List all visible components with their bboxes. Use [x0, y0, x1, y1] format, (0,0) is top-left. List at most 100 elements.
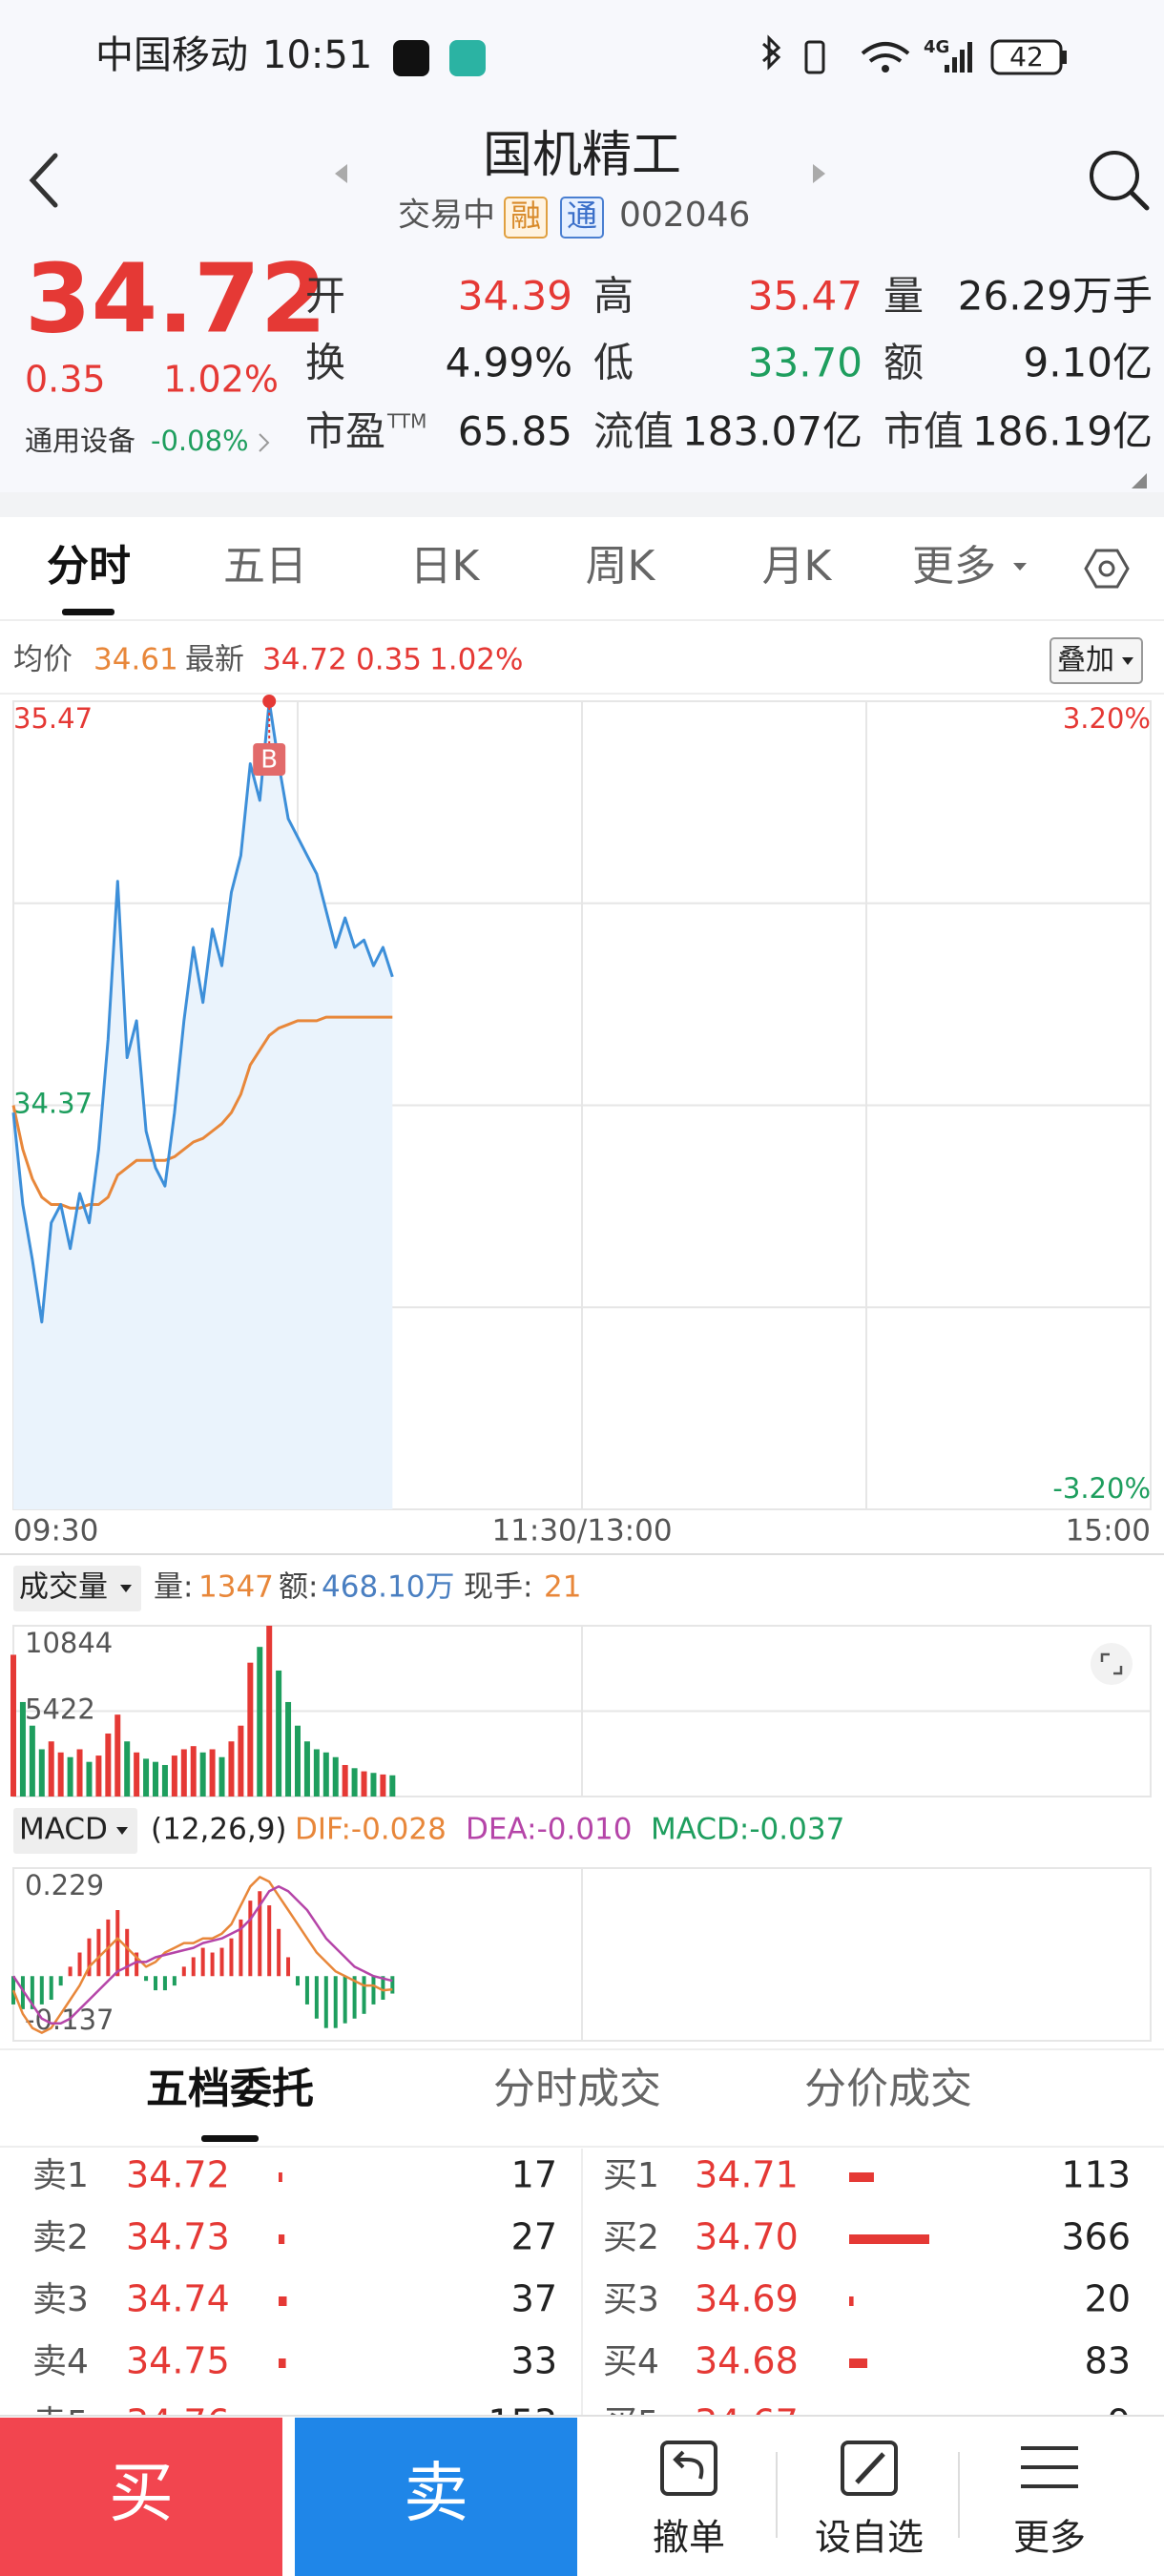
series-line: [11, 1885, 393, 2025]
macd-bar: [219, 1947, 224, 1977]
next-stock[interactable]: [813, 164, 825, 183]
order-price: 34.68: [695, 2340, 799, 2382]
sector-change: -0.08%: [151, 425, 249, 457]
action-label[interactable]: 更多: [1013, 2517, 1086, 2559]
volume-info-label: 额:: [279, 1570, 318, 1605]
price-area: [13, 701, 393, 1509]
macd-bar: [277, 1928, 281, 1977]
order-label: 买1: [603, 2156, 659, 2195]
clock: 10:51: [262, 33, 372, 77]
sell-label[interactable]: 卖: [404, 2457, 468, 2532]
action-label[interactable]: 撤单: [653, 2517, 725, 2559]
macd-button-box[interactable]: [13, 1808, 137, 1854]
expand-button[interactable]: [1091, 1643, 1133, 1685]
volume-bar: [322, 1752, 329, 1797]
action-label[interactable]: 设自选: [815, 2517, 924, 2559]
order-volume: 113: [1061, 2154, 1131, 2196]
volume-button-box[interactable]: [13, 1566, 141, 1611]
tab[interactable]: 周K: [586, 542, 656, 591]
order-price: 34.75: [126, 2340, 230, 2382]
tab[interactable]: 月K: [762, 542, 833, 591]
x-tick-label: 11:30/13:00: [491, 1514, 672, 1548]
macd-button[interactable]: MACD: [19, 1813, 108, 1847]
volume-bar: [361, 1771, 367, 1797]
stat-value: 183.07亿: [682, 408, 863, 455]
tab[interactable]: 日K: [410, 542, 481, 591]
order-price: 34.72: [126, 2154, 230, 2196]
volume-bar: [247, 1662, 254, 1797]
macd-bar: [144, 1976, 149, 1982]
tab[interactable]: 分时: [47, 542, 131, 591]
order-volume: 83: [1085, 2340, 1131, 2382]
y-tick-label: 35.47: [13, 702, 93, 735]
order-tab[interactable]: 五档委托: [146, 2065, 314, 2113]
expand-icon: [1100, 1652, 1123, 1675]
watch-icon[interactable]: [841, 2441, 898, 2496]
search-handle: [1129, 190, 1150, 211]
annotation-text: B: [260, 746, 278, 775]
legend-change: 0.35: [356, 643, 422, 677]
macd-bar: [258, 1891, 262, 1977]
macd-bar: [352, 1976, 357, 2019]
legend-avg-value: 34.61: [94, 643, 178, 677]
stat-value: 4.99%: [446, 340, 572, 386]
sector[interactable]: 通用设备: [25, 425, 135, 457]
order-label: 卖2: [32, 2218, 89, 2257]
volume-bar: [389, 1775, 396, 1797]
volume-button[interactable]: 成交量: [19, 1570, 108, 1605]
settings-dot: [1098, 560, 1115, 577]
price-change: 0.35: [25, 359, 106, 401]
signal-bar: [967, 42, 972, 73]
order-tab[interactable]: 分价成交: [804, 2065, 972, 2113]
order-volume-bar: [849, 2296, 854, 2306]
order-volume: 27: [511, 2216, 557, 2258]
sector-arrow: [259, 433, 270, 452]
back-button[interactable]: [29, 153, 58, 208]
tab[interactable]: 更多: [912, 542, 996, 591]
macd-bar: [239, 1919, 243, 1977]
wifi-icon: [861, 42, 910, 63]
search-button[interactable]: [1090, 151, 1139, 200]
signal-bar: [952, 57, 957, 73]
volume-bar: [313, 1749, 320, 1797]
volume-bar: [218, 1756, 225, 1797]
buy-label[interactable]: 买: [109, 2457, 174, 2532]
stat-value: 35.47: [748, 273, 863, 320]
volume-bar: [303, 1741, 310, 1797]
macd-info: (12,26,9): [151, 1813, 287, 1847]
macd-bar: [296, 1976, 300, 1986]
buy-button[interactable]: [0, 2418, 282, 2576]
volume-bar: [124, 1741, 131, 1797]
tab[interactable]: 五日: [223, 542, 307, 591]
signal-bar: [960, 50, 965, 73]
order-volume-bar: [279, 2172, 282, 2182]
overlay-caret: [1122, 657, 1133, 665]
volume-info-label: 现手:: [464, 1570, 532, 1605]
order-volume-bar: [849, 2234, 929, 2244]
order-tab[interactable]: 分时成交: [493, 2065, 661, 2113]
overlay-button[interactable]: 叠加: [1057, 644, 1114, 677]
macd-info: DEA:-0.010: [466, 1813, 633, 1847]
stat-value: 9.10亿: [1023, 340, 1153, 386]
stock-code: 002046: [619, 196, 750, 235]
order-label: 买3: [603, 2280, 659, 2319]
expand-corner[interactable]: [1132, 473, 1147, 488]
app-icon: [449, 40, 486, 76]
series-line: [11, 699, 394, 1324]
y-tick-label: 34.37: [13, 1088, 93, 1120]
macd-bar: [115, 1910, 120, 1977]
settings-button[interactable]: [1084, 549, 1130, 589]
overlay-button-box[interactable]: [1050, 637, 1143, 684]
macd-bar: [77, 1952, 82, 1977]
macd-bar: [49, 1976, 53, 2000]
volume-bar: [95, 1755, 102, 1797]
x-tick-label: 15:00: [1066, 1514, 1151, 1548]
macd-bar: [267, 1905, 272, 1977]
prev-stock[interactable]: [335, 164, 347, 183]
sell-button[interactable]: [295, 2418, 577, 2576]
macd-bar: [381, 1976, 385, 2000]
volume-bar: [199, 1752, 206, 1797]
cancel-icon[interactable]: [660, 2441, 717, 2496]
